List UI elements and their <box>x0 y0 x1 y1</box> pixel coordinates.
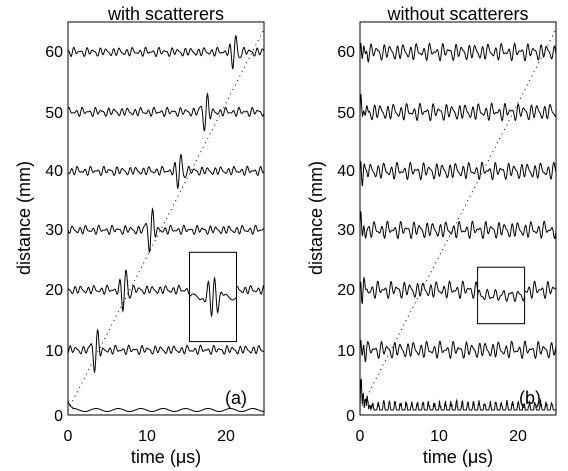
panel-b-ytick-10: 10 <box>337 343 355 360</box>
panel-b-axes-frame <box>359 21 557 416</box>
panel-a-ytick-50: 50 <box>45 105 63 122</box>
panel-b-trace-50mm <box>359 93 557 122</box>
panel-b-trace-0mm <box>359 377 556 411</box>
panel-b-ytick-0: 0 <box>346 408 355 425</box>
panel-a-trace-40mm <box>67 154 265 190</box>
panel-b-trace-40mm <box>359 161 557 187</box>
panel-a-trace-50mm <box>67 92 265 132</box>
panel-a-trace-0mm <box>67 399 264 412</box>
panel-a-y-ticks: 0 10 20 30 40 50 60 <box>45 44 63 425</box>
panel-a-inset-trace <box>189 276 237 318</box>
panel-b-ytick-20: 20 <box>337 282 355 299</box>
panel-b-trace-20mm <box>359 276 557 305</box>
panel-a-xtick-20: 20 <box>217 428 235 445</box>
panel-a: with scatterers 0 10 20 30 40 50 60 0 10… <box>14 4 265 467</box>
panel-b-tag: (b) <box>519 388 541 408</box>
panel-b-ytick-60: 60 <box>337 44 355 61</box>
panel-a-title: with scatterers <box>107 4 224 24</box>
panel-b-xtick-20: 20 <box>509 428 527 445</box>
panel-b-traces <box>359 42 557 411</box>
panel-a-inset-wave <box>189 276 237 318</box>
panel-a-ytick-30: 30 <box>45 222 63 239</box>
panel-b-xlabel: time (μs) <box>423 447 493 467</box>
panel-a-trace-10mm <box>67 328 265 374</box>
panel-b-trace-60mm <box>359 42 557 63</box>
panel-a-traces <box>67 34 265 412</box>
panel-a-ylabel: distance (mm) <box>14 161 34 275</box>
panel-a-ytick-60: 60 <box>45 44 63 61</box>
panel-b-inset-trace <box>477 288 526 303</box>
panel-b-x-ticks: 0 10 20 <box>356 428 527 445</box>
panel-b-inset-wave <box>477 288 526 303</box>
panel-b-ytick-30: 30 <box>337 222 355 239</box>
panel-b-ytick-50: 50 <box>337 105 355 122</box>
panel-a-tag: (a) <box>225 388 247 408</box>
panel-a-x-ticks: 0 10 20 <box>64 428 235 445</box>
panel-b-trace-10mm <box>359 339 557 362</box>
panel-a-ytick-0: 0 <box>54 408 63 425</box>
panel-b-xtick-0: 0 <box>356 428 365 445</box>
panel-b-title: without scatterers <box>386 4 528 24</box>
panel-a-trace-30mm <box>67 207 265 253</box>
panel-b-ytick-40: 40 <box>337 163 355 180</box>
panel-a-trace-60mm <box>67 34 265 70</box>
panel-a-ytick-10: 10 <box>45 343 63 360</box>
panel-b-ylabel: distance (mm) <box>306 161 326 275</box>
panel-a-ytick-40: 40 <box>45 163 63 180</box>
panel-b-trace-30mm <box>359 211 557 240</box>
panel-b: without scatterers 0 10 20 30 40 50 60 0… <box>306 4 557 467</box>
panel-a-axes-frame <box>67 21 265 416</box>
panel-a-xlabel: time (μs) <box>131 447 201 467</box>
panel-b-xtick-10: 10 <box>430 428 448 445</box>
panel-b-y-ticks: 0 10 20 30 40 50 60 <box>337 44 355 425</box>
panel-b-arrival-line <box>359 28 557 411</box>
panel-a-xtick-10: 10 <box>138 428 156 445</box>
panel-a-xtick-0: 0 <box>64 428 73 445</box>
panel-a-ytick-20: 20 <box>45 282 63 299</box>
